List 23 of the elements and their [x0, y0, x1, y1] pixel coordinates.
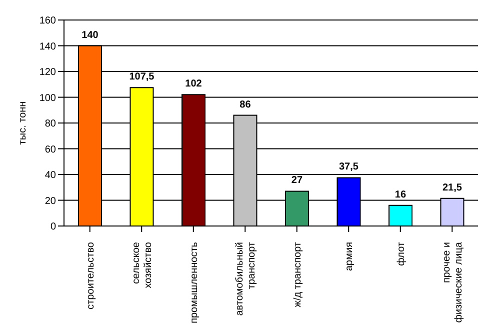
- x-tick-label: промышленность: [188, 242, 200, 324]
- y-tick-label: 80: [44, 118, 56, 130]
- data-label: 86: [240, 99, 252, 110]
- y-tick-label: 120: [39, 67, 56, 78]
- y-tick-label: 0: [50, 222, 56, 233]
- data-label: 140: [82, 30, 99, 41]
- data-label: 21,5: [442, 182, 462, 194]
- data-label: 37,5: [339, 162, 359, 173]
- y-tick-label: 40: [44, 170, 56, 182]
- data-label: 16: [394, 189, 406, 200]
- data-label: 27: [291, 175, 303, 186]
- y-axis-title: тыс. тонн: [18, 101, 29, 145]
- x-tick-label: флот: [396, 242, 407, 266]
- y-tick-label: 140: [39, 41, 56, 52]
- y-tick-label: 20: [44, 196, 56, 207]
- y-tick-label: 160: [39, 16, 56, 27]
- data-label: 107,5: [129, 72, 155, 83]
- x-tick-label: ж/д транспорт: [292, 242, 304, 308]
- y-tick-label: 60: [44, 144, 56, 156]
- y-tick-label: 100: [39, 92, 56, 104]
- x-tick-label: армия: [344, 242, 356, 271]
- data-label: 102: [185, 78, 202, 90]
- x-tick-label: строительство: [85, 242, 96, 310]
